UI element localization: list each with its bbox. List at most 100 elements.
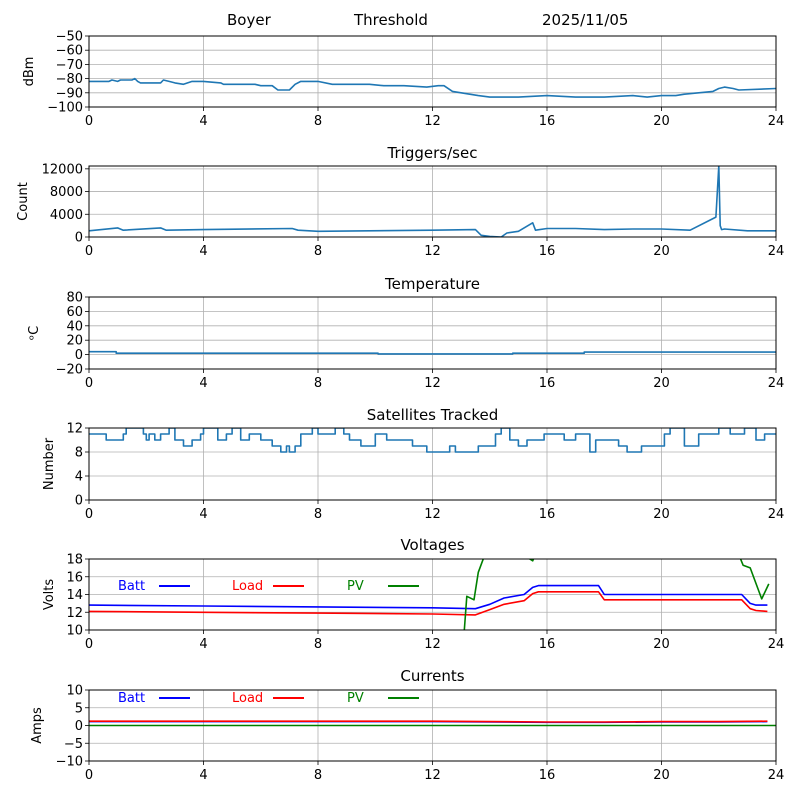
panel-triggers: 0 4 8 12 16 20 24 0 4000 8000 12000 Count Triggers/s…	[16, 144, 784, 259]
series-line-temperature	[89, 350, 776, 355]
x-tick-label: 24	[768, 114, 785, 129]
series-line-load	[89, 720, 768, 723]
x-tick-label: 8	[314, 244, 322, 259]
y-axis-label: Volts	[42, 579, 57, 611]
y-tick-label: 5	[75, 701, 83, 716]
x-tick-label: 4	[199, 114, 207, 129]
y-tick-label: 8000	[50, 185, 83, 200]
chart-title: Voltages	[400, 536, 464, 554]
y-tick-label: 12000	[42, 162, 83, 177]
x-tick-label: 8	[314, 507, 322, 522]
x-tick-label: 16	[539, 507, 556, 522]
x-tick-label: 0	[85, 244, 93, 259]
legend-label-batt: Batt	[118, 691, 145, 706]
x-tick-label: 16	[539, 768, 556, 783]
y-tick-label: 0	[75, 348, 83, 363]
legend-label-pv: PV	[347, 579, 364, 594]
x-tick-label: 8	[314, 376, 322, 391]
y-tick-label: −20	[56, 363, 83, 378]
x-tick-label: 12	[424, 507, 441, 522]
y-tick-label: 80	[66, 291, 83, 306]
x-tick-label: 0	[85, 114, 93, 129]
y-tick-label: 20	[66, 334, 83, 349]
x-tick-label: 0	[85, 507, 93, 522]
y-tick-label: 40	[66, 319, 83, 334]
x-tick-label: 8	[314, 637, 322, 652]
y-tick-label: 14	[66, 588, 83, 603]
x-tick-label: 4	[199, 507, 207, 522]
x-tick-label: 24	[768, 376, 785, 391]
series-line-batt	[89, 584, 768, 610]
y-tick-label: 60	[66, 305, 83, 320]
series-line-load	[89, 590, 768, 616]
x-tick-label: 12	[424, 768, 441, 783]
x-tick-label: 0	[85, 376, 93, 391]
y-tick-label: 0	[75, 494, 83, 509]
x-tick-label: 16	[539, 637, 556, 652]
y-tick-label: −10	[56, 755, 83, 770]
x-tick-label: 12	[424, 114, 441, 129]
x-tick-label: 24	[768, 768, 785, 783]
x-tick-label: 12	[424, 376, 441, 391]
y-tick-label: 10	[66, 624, 83, 639]
panel-signal: 0 4 8 12 16 20 24 −100−90−80−70−60−50 dBm	[22, 30, 784, 130]
y-tick-label: 4	[75, 470, 83, 485]
x-tick-label: 12	[424, 244, 441, 259]
chart-title: Currents	[400, 667, 464, 685]
header-mode: Threshold	[354, 11, 428, 29]
x-tick-label: 0	[85, 768, 93, 783]
y-tick-label: 8	[75, 446, 83, 461]
x-tick-label: 16	[539, 376, 556, 391]
y-axis-label: Number	[42, 437, 57, 490]
y-tick-label: 18	[66, 553, 83, 568]
y-tick-label: 12	[66, 606, 83, 621]
y-tick-label: 4000	[50, 208, 83, 223]
y-tick-label: 10	[66, 684, 83, 699]
y-tick-label: 0	[75, 231, 83, 246]
y-tick-label: 12	[66, 422, 83, 437]
legend-label-load: Load	[232, 691, 263, 706]
header-date: 2025/11/05	[542, 11, 629, 29]
chart-title: Temperature	[384, 275, 480, 293]
legend-label-pv: PV	[347, 691, 364, 706]
x-tick-label: 20	[653, 507, 670, 522]
x-tick-label: 20	[653, 768, 670, 783]
panel-voltages: 0 4 8 12 16 20 24 10 12 14 16 18 Volts Voltages Batt Lo…	[42, 536, 784, 652]
x-tick-label: 20	[653, 637, 670, 652]
x-tick-label: 20	[653, 376, 670, 391]
y-tick-label: −80	[56, 72, 83, 87]
legend-label-load: Load	[232, 579, 263, 594]
x-tick-label: 4	[199, 244, 207, 259]
x-tick-label: 16	[539, 114, 556, 129]
x-tick-label: 4	[199, 376, 207, 391]
y-axis-label: Count	[16, 182, 31, 221]
x-tick-label: 8	[314, 114, 322, 129]
y-tick-label: −5	[64, 737, 83, 752]
x-tick-label: 24	[768, 637, 785, 652]
x-tick-label: 0	[85, 637, 93, 652]
x-tick-label: 4	[199, 637, 207, 652]
series-line-signal	[89, 77, 776, 98]
y-tick-label: −90	[56, 86, 83, 101]
y-tick-label: −100	[47, 101, 83, 116]
chart-title: Satellites Tracked	[367, 406, 498, 424]
x-tick-label: 16	[539, 244, 556, 259]
legend-label-batt: Batt	[118, 579, 145, 594]
panel-satellites: 0 4 8 12 16 20 24 0 4 8 12 Number Satellites Tracked	[42, 406, 784, 522]
series-line-triggers	[89, 166, 776, 237]
y-axis-label: Amps	[30, 707, 45, 744]
series-line-pv	[463, 559, 770, 630]
x-tick-label: 24	[768, 507, 785, 522]
x-tick-label: 8	[314, 768, 322, 783]
y-tick-label: −70	[56, 58, 83, 73]
header-site: Boyer	[227, 11, 271, 29]
chart-title: Triggers/sec	[387, 144, 478, 162]
panel-currents: 0 4 8 12 16 20 24 −10 −5 0 5 10 Amps Currents Batt Load…	[30, 667, 784, 783]
series-line-satellites	[89, 428, 776, 453]
y-tick-label: 0	[75, 719, 83, 734]
x-tick-label: 12	[424, 637, 441, 652]
y-axis-label: ᵒC	[27, 326, 42, 340]
x-tick-label: 20	[653, 244, 670, 259]
